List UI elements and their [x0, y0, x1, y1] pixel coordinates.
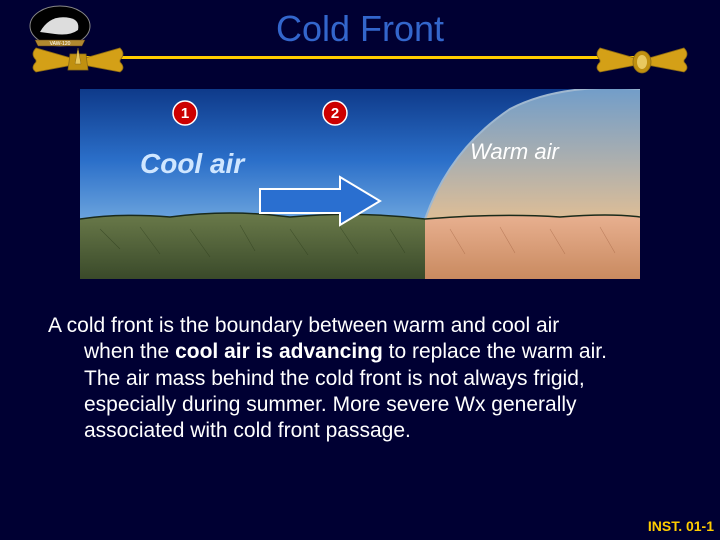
body-line-5: associated with cold front passage. [84, 419, 411, 442]
svg-text:2: 2 [331, 105, 339, 122]
body-paragraph: A cold front is the boundary between war… [48, 313, 672, 444]
cool-air-label: Cool air [140, 148, 246, 179]
naval-aviator-wings-right-icon [592, 40, 692, 80]
title-divider [80, 56, 640, 59]
body-line-4: especially during summer. More severe Wx… [84, 393, 577, 416]
footer-code: INST. 01-1 [648, 518, 714, 534]
naval-aviator-wings-left-icon [28, 40, 128, 80]
body-line-2-bold: cool air is advancing [175, 340, 383, 363]
marker-1: 1 [173, 101, 197, 125]
svg-text:1: 1 [181, 105, 189, 122]
warm-ground [425, 215, 640, 279]
warm-air-label: Warm air [470, 139, 560, 164]
body-line-2-post: to replace the warm air. [383, 340, 607, 363]
marker-2: 2 [323, 101, 347, 125]
body-line-1: A cold front is the boundary between war… [48, 314, 559, 337]
body-line-3: The air mass behind the cold front is no… [84, 367, 585, 390]
cool-ground [80, 213, 425, 279]
cold-front-diagram: 1 2 Cool air Warm air [80, 89, 640, 279]
body-line-2-pre: when the [84, 340, 175, 363]
